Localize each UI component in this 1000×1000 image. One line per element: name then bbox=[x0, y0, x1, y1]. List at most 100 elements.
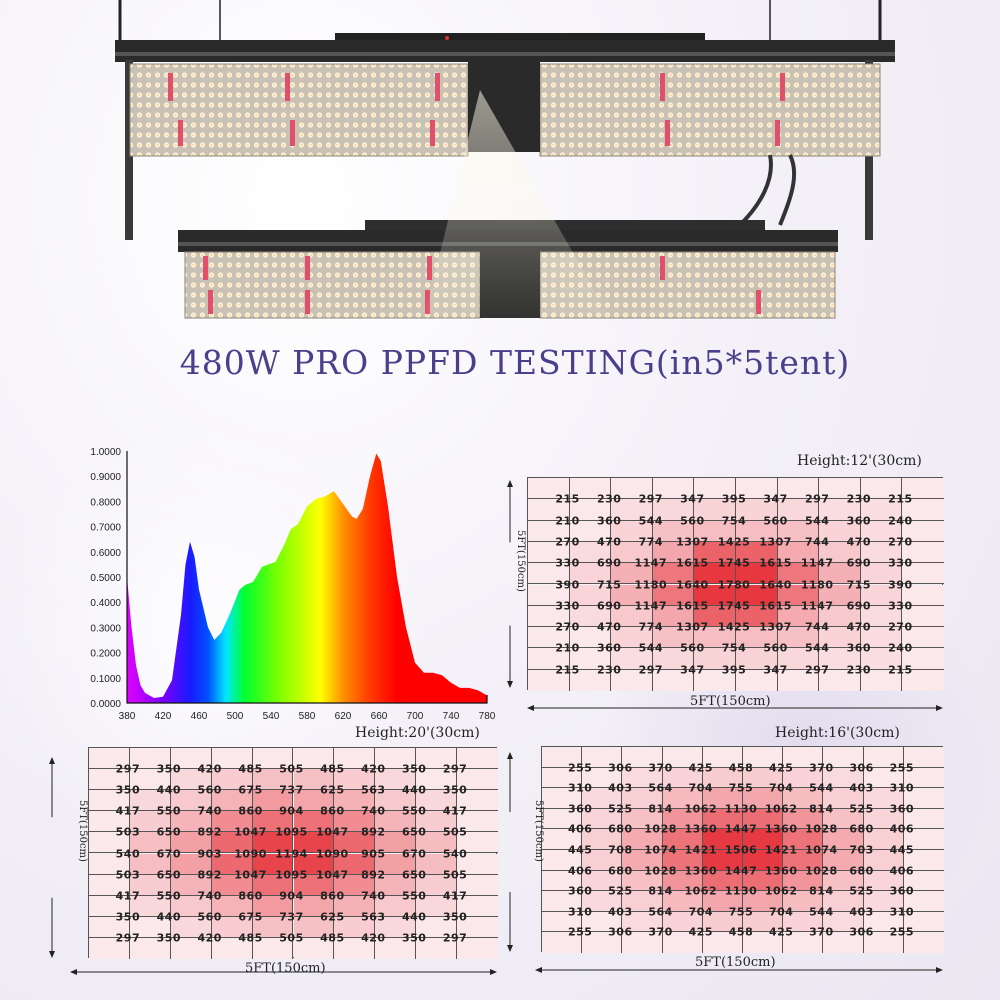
heatmap-cell bbox=[582, 747, 623, 768]
heatmap-cell bbox=[170, 790, 212, 812]
ppfd-value: 297 bbox=[638, 492, 664, 506]
heatmap-cell bbox=[743, 850, 784, 871]
heatmap-cell bbox=[823, 850, 864, 871]
heatmap-cell bbox=[736, 520, 778, 542]
heatmap-cell bbox=[416, 895, 458, 917]
heatmap-cell bbox=[736, 648, 778, 670]
heatmap-cell bbox=[694, 499, 736, 521]
ppfd-value: 560 bbox=[197, 783, 222, 797]
x-tick-label: 380 bbox=[119, 711, 136, 722]
heatmap-cell bbox=[416, 832, 458, 854]
heatmap-cell bbox=[334, 769, 376, 791]
heatmap-cell bbox=[783, 829, 824, 850]
heatmap-cell bbox=[416, 769, 458, 791]
x-tick-label: 620 bbox=[335, 711, 352, 722]
heatmap-cell bbox=[211, 790, 253, 812]
ppfd-value: 270 bbox=[555, 535, 580, 549]
heatmap-cell bbox=[819, 541, 861, 564]
ppfd-value: 505 bbox=[442, 868, 468, 882]
ppfd-value: 704 bbox=[768, 781, 794, 795]
heatmap-cell bbox=[860, 584, 903, 606]
ppfd-value: 1047 bbox=[316, 825, 349, 839]
ppfd-value: 690 bbox=[596, 599, 622, 613]
heatmap-cell bbox=[375, 790, 417, 812]
ppfd-value: 406 bbox=[567, 822, 593, 836]
ppfd-value: 1447 bbox=[724, 864, 758, 878]
heatmap-cell bbox=[783, 767, 824, 789]
heatmap-cell bbox=[129, 853, 171, 875]
ppfd-value: 904 bbox=[279, 889, 304, 903]
heatmap-cell bbox=[863, 911, 904, 933]
heatmap-cell bbox=[457, 790, 498, 812]
ppfd-value: 650 bbox=[156, 825, 182, 839]
ppfd-value: 560 bbox=[763, 641, 788, 655]
ppfd-value: 417 bbox=[115, 889, 141, 903]
heatmap-cell bbox=[622, 767, 663, 789]
ppfd-value: 210 bbox=[555, 641, 580, 655]
ppfd-value: 297 bbox=[442, 931, 468, 945]
ppfd-value: 650 bbox=[156, 868, 182, 882]
ppfd-value: 417 bbox=[442, 804, 468, 818]
heatmap-cell bbox=[375, 769, 417, 791]
ppfd-value: 255 bbox=[567, 761, 593, 775]
ppfd-value: 1147 bbox=[634, 556, 668, 570]
ppfd-value: 774 bbox=[638, 620, 664, 634]
ppfd-value: 680 bbox=[849, 822, 874, 836]
ppfd-value: 690 bbox=[596, 556, 622, 570]
heatmap-cell bbox=[89, 811, 130, 833]
heatmap-cell bbox=[903, 747, 944, 768]
heatmap-cell bbox=[416, 748, 458, 770]
heatmap-cell bbox=[863, 767, 904, 789]
heatmap-cell bbox=[416, 874, 458, 896]
y-tick-label: 0.6000 bbox=[90, 548, 121, 559]
heatmap-cell bbox=[170, 874, 212, 896]
ppfd-value: 525 bbox=[849, 802, 874, 816]
ppfd-value: 715 bbox=[596, 578, 622, 591]
heatmap-cell bbox=[903, 808, 944, 830]
heatmap-cell bbox=[170, 853, 212, 875]
heatmap-cell bbox=[611, 478, 653, 500]
heatmap-cell bbox=[334, 874, 376, 896]
ppfd-value: 814 bbox=[648, 884, 673, 898]
ppfd-value: 1028 bbox=[805, 822, 838, 836]
ppfd-value: 230 bbox=[596, 492, 622, 506]
ppfd-value: 403 bbox=[849, 781, 874, 795]
ppfd-value: 704 bbox=[768, 905, 794, 919]
heatmap-cell bbox=[652, 648, 695, 670]
heatmap-cell bbox=[783, 747, 824, 768]
heatmap-cell bbox=[662, 850, 703, 871]
heatmap-cell bbox=[743, 911, 784, 933]
ppfd-value: 740 bbox=[197, 889, 222, 903]
heatmap-cell bbox=[170, 832, 212, 854]
ppfd-value: 680 bbox=[608, 822, 633, 836]
heatmap-cell bbox=[702, 911, 743, 933]
ppfd-value: 425 bbox=[688, 925, 714, 939]
heatmap-cell bbox=[89, 790, 130, 812]
ppfd-value: 306 bbox=[849, 925, 874, 939]
heatmap-cell bbox=[457, 895, 498, 917]
ppfd-value: 417 bbox=[115, 804, 141, 818]
heatmap-cell bbox=[211, 895, 253, 917]
heatmap-cell bbox=[652, 584, 695, 606]
heatmap-cell bbox=[863, 788, 904, 809]
ppfd-value: 1307 bbox=[759, 535, 792, 549]
heatmap-cell bbox=[652, 627, 695, 649]
heatmap-cell bbox=[863, 829, 904, 850]
ppfd-value: 445 bbox=[889, 843, 915, 857]
heatmap-cell bbox=[170, 748, 212, 770]
heatmap-cell bbox=[542, 932, 583, 953]
heatmap-cell bbox=[702, 767, 743, 789]
ppfd-value: 690 bbox=[846, 556, 872, 570]
heatmap-cell bbox=[694, 627, 736, 649]
ppfd-value: 297 bbox=[804, 663, 830, 677]
heatmap-cell bbox=[252, 790, 294, 812]
heatmap-cell bbox=[569, 520, 612, 542]
heatmap-cell bbox=[783, 808, 824, 830]
heatmap-cell bbox=[860, 478, 903, 500]
ppfd-value: 440 bbox=[156, 783, 182, 797]
ppfd-value: 904 bbox=[279, 804, 304, 818]
ppfd-value: 230 bbox=[596, 663, 622, 677]
heatmap-cell bbox=[743, 747, 784, 768]
heatmap-cell bbox=[777, 563, 820, 585]
y-tick-label: 0.9000 bbox=[90, 472, 121, 483]
